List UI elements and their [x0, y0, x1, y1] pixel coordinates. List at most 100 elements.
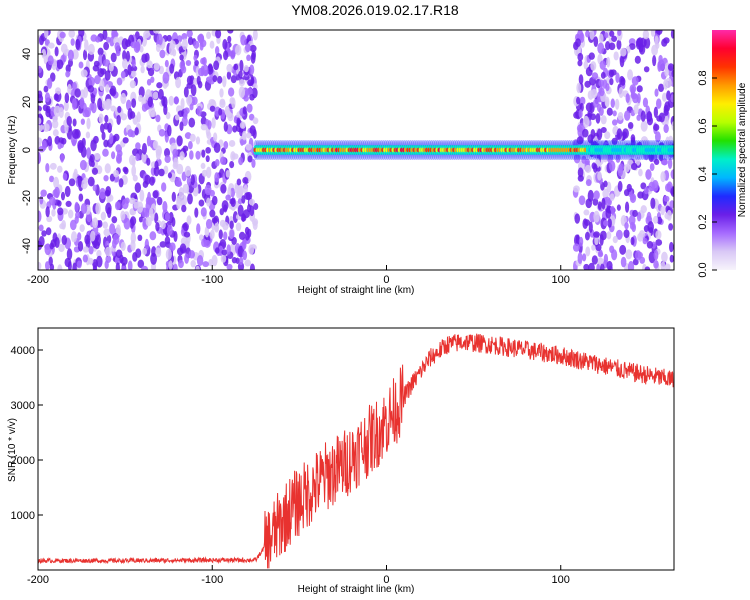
heatmap-noise-cell — [48, 42, 55, 49]
heatmap-noise-cell — [238, 157, 244, 166]
snr-series-line — [38, 333, 674, 569]
heatmap-noise-cell — [82, 254, 88, 263]
heatmap-noise-cell — [72, 262, 77, 270]
heatmap-noise-cell — [67, 83, 72, 95]
heatmap-noise-cell — [201, 57, 207, 66]
heatmap-noise-cell — [191, 96, 198, 106]
heatmap-noise-cell — [244, 43, 251, 53]
heatmap-noise-cell — [223, 141, 229, 150]
heatmap-noise-cell — [182, 222, 189, 232]
heatmap-noise-cell — [177, 110, 184, 117]
heatmap-noise-cell — [94, 74, 101, 85]
heatmap-noise-cell — [168, 43, 175, 56]
heatmap-noise-cell — [605, 208, 612, 219]
heatmap-noise-cell — [187, 193, 193, 205]
heatmap-noise-cell — [606, 107, 613, 116]
heatmap-noise-cell — [114, 42, 120, 51]
heatmap-noise-cell — [642, 97, 649, 108]
heatmap-noise-cell — [127, 260, 133, 270]
heatmap-noise-cell — [209, 229, 215, 240]
heatmap-noise-cell — [573, 234, 580, 247]
heatmap-noise-cell — [198, 199, 205, 207]
heatmap-noise-cell — [109, 132, 114, 145]
heatmap-noise-cell — [211, 254, 218, 267]
heatmap-noise-cell — [576, 82, 582, 94]
heatmap-noise-cell — [584, 164, 592, 173]
heatmap-noise-cell — [670, 186, 674, 198]
heatmap-noise-cell — [144, 238, 150, 251]
heatmap-noise-cell — [45, 105, 51, 114]
heatmap-noise-cell — [584, 231, 590, 241]
heatmap-noise-cell — [138, 94, 143, 102]
heatmap-noise-cell — [62, 172, 68, 181]
heatmap-x-ticks: -200 -100 0 100 — [27, 265, 570, 286]
heatmap-noise-cell — [146, 135, 151, 147]
snr-x-tick-label: -100 — [201, 574, 223, 586]
heatmap-noise-cell — [602, 79, 608, 89]
heatmap-noise-cell — [252, 220, 258, 231]
heatmap-noise-cell — [635, 250, 642, 261]
heatmap-noise-cell — [219, 208, 225, 216]
heatmap-noise-cell — [54, 186, 60, 199]
heatmap-noise-cell — [127, 64, 132, 76]
heatmap-noise-cell — [54, 135, 61, 145]
heatmap-noise-cell — [591, 255, 598, 265]
heatmap-noise-cell — [578, 74, 584, 85]
heatmap-noise-cell — [242, 130, 247, 141]
heatmap-noise-cell — [61, 234, 68, 246]
heatmap-noise-cell — [669, 241, 674, 253]
heatmap-noise-cell — [41, 48, 47, 59]
heatmap-noise-cell — [171, 191, 177, 202]
heatmap-noise-cell — [253, 203, 259, 210]
heatmap-noise-cell — [583, 263, 590, 270]
heatmap-noise-cell — [616, 204, 621, 211]
heatmap-noise-cell — [591, 72, 599, 80]
heatmap-noise-cell — [214, 158, 220, 167]
heatmap-noise-cell — [612, 235, 618, 244]
heatmap-noise-cell — [137, 234, 143, 242]
heatmap-noise-cell — [54, 237, 60, 248]
heatmap-noise-cell — [45, 206, 50, 218]
heatmap-noise-cell — [666, 90, 671, 101]
heatmap-noise-cell — [209, 209, 216, 218]
heatmap-noise-cell — [206, 31, 212, 40]
heatmap-noise-cell — [238, 70, 243, 79]
heatmap-noise-cell — [653, 215, 659, 224]
heatmap-noise-cell — [108, 63, 114, 72]
heatmap-noise-cell — [607, 218, 612, 228]
heatmap-noise-cell — [105, 36, 111, 43]
heatmap-noise-cell — [604, 131, 611, 140]
heatmap-noise-cell — [97, 47, 104, 56]
heatmap-noise-cell — [630, 162, 638, 171]
heatmap-noise-cell — [84, 39, 89, 52]
heatmap-noise-cell — [655, 239, 663, 246]
heatmap-noise-cell — [207, 120, 212, 130]
heatmap-noise-cell — [599, 87, 605, 97]
heatmap-noise-cell — [588, 221, 593, 233]
heatmap-noise-cell — [234, 44, 242, 56]
heatmap-noise-cell — [653, 259, 659, 269]
heatmap-noise-cell — [123, 167, 129, 175]
snr-y-axis-label: SNR (10 * v/v) — [7, 418, 18, 482]
heatmap-noise-cell — [179, 121, 184, 132]
heatmap-noise-cell — [245, 87, 253, 96]
heatmap-noise-cell — [127, 129, 134, 138]
heatmap-noise-cell — [83, 86, 88, 99]
heatmap-noise-cell — [75, 38, 81, 50]
heatmap-noise-cell — [77, 240, 84, 252]
heatmap-noise-cell — [74, 215, 79, 224]
heatmap-noise-cell — [609, 193, 615, 201]
heatmap-noise-cell — [599, 230, 607, 241]
colorbar-label: Normalized spectral amplitude — [737, 82, 748, 217]
heatmap-noise-cell — [220, 156, 227, 165]
heatmap-noise-cell — [110, 52, 117, 63]
heatmap-noise-cell — [142, 247, 147, 255]
heatmap-noise-cell — [204, 226, 210, 238]
heatmap-noise-cell — [609, 78, 614, 86]
heatmap-noise-cell — [209, 40, 215, 49]
heatmap-noise-cell — [627, 121, 634, 130]
heatmap-band-core — [671, 147, 674, 153]
colorbar-gradient — [712, 30, 736, 270]
heatmap-noise-cell — [247, 155, 253, 163]
heatmap-noise-cell — [116, 114, 121, 125]
